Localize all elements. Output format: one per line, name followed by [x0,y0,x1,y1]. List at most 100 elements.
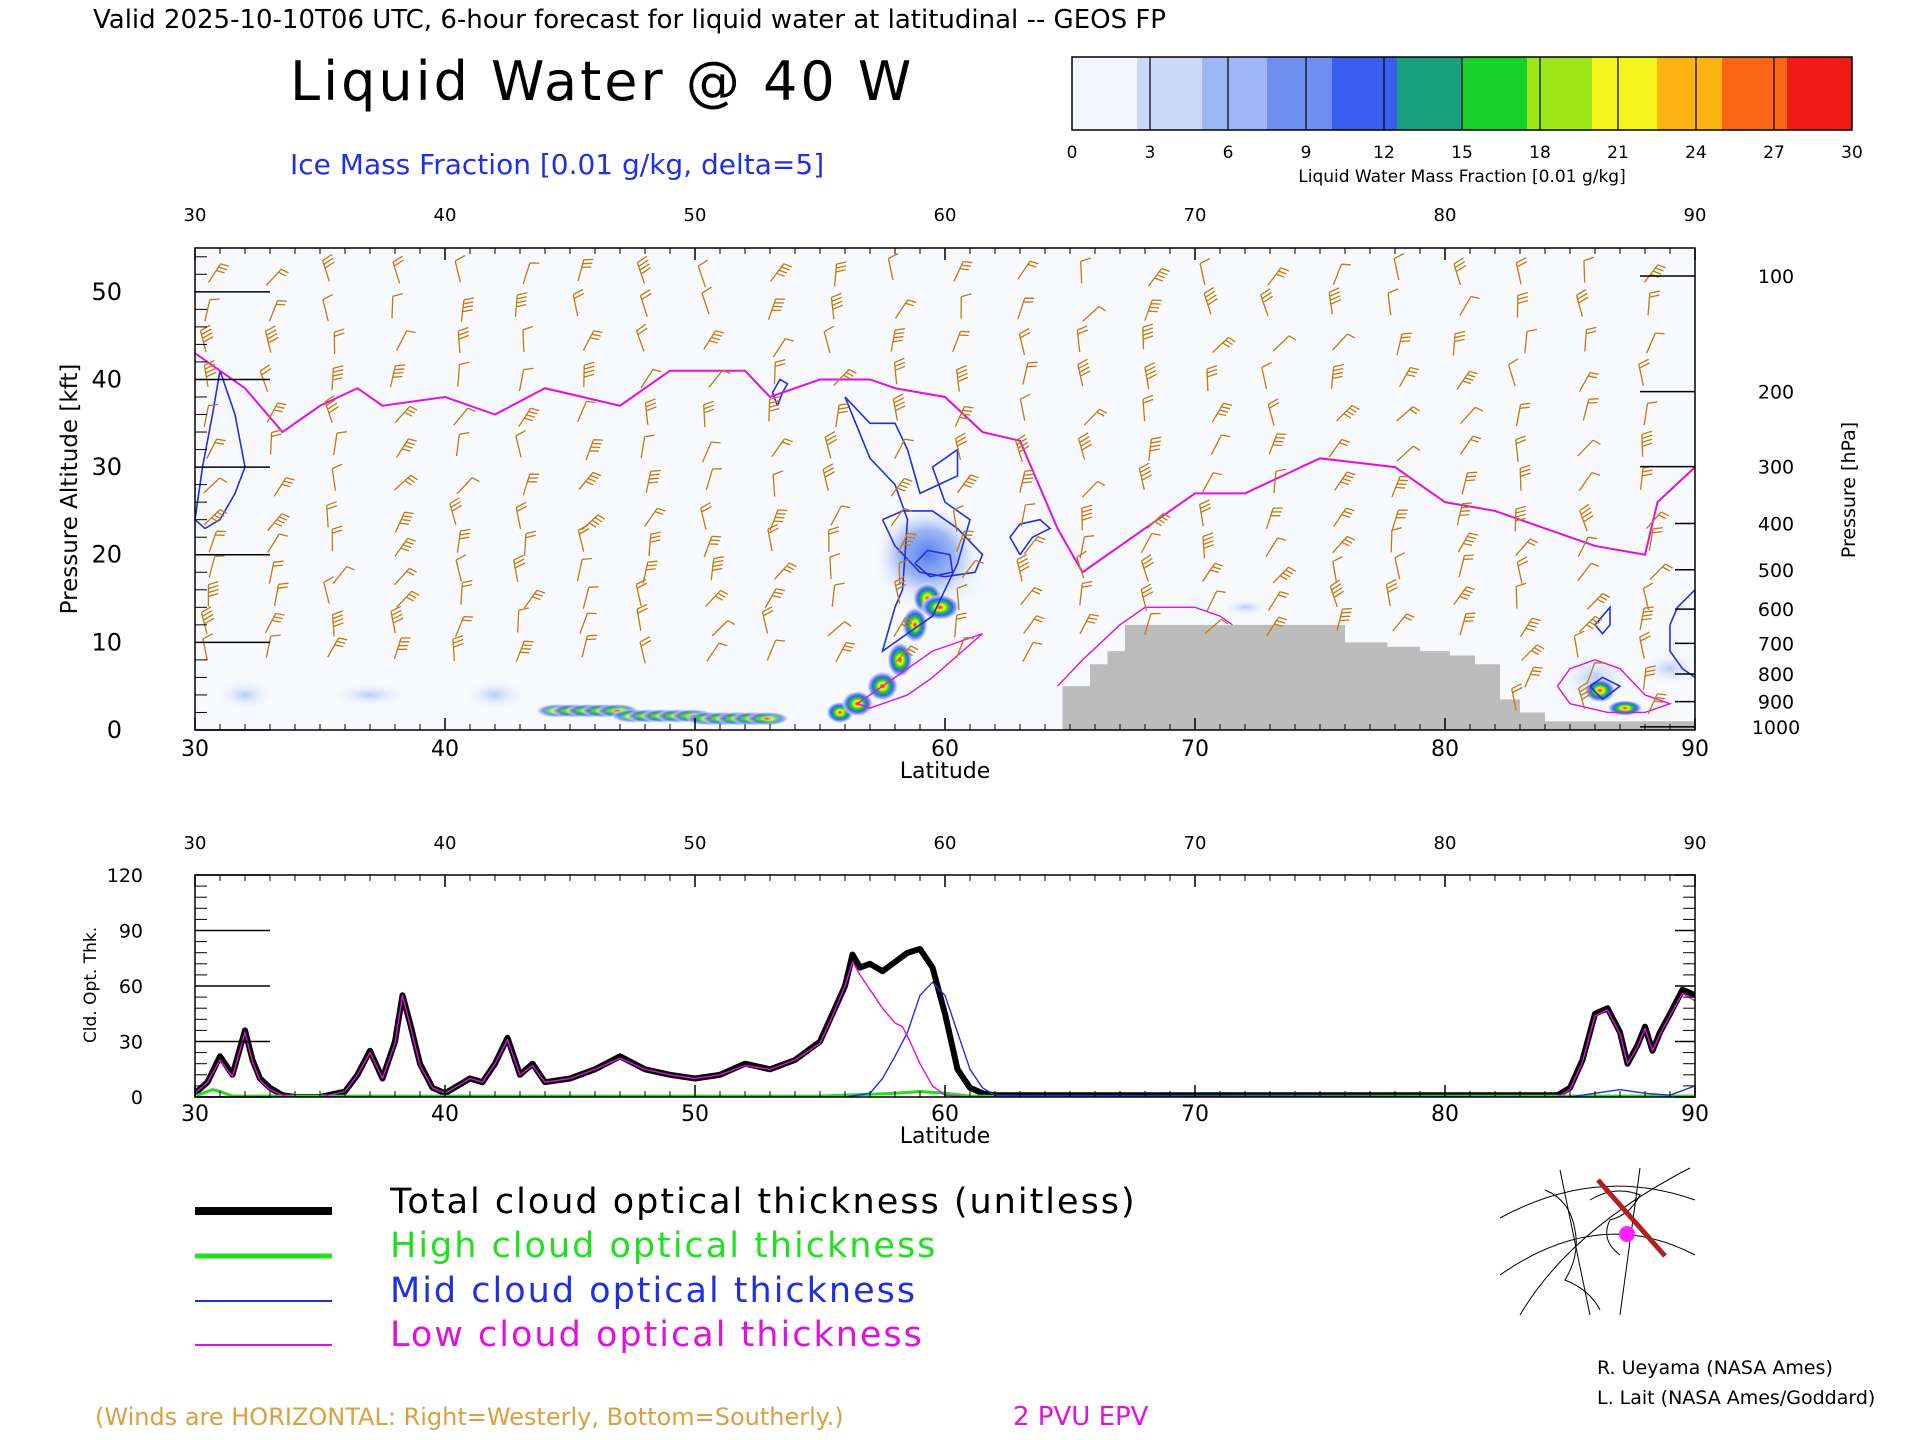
wind-barb [1521,644,1545,661]
wind-barb [581,514,606,531]
wind-barb [710,556,724,581]
wind-barb [331,365,344,391]
wind-barb [273,477,295,497]
top-x-tick-label-upper: 40 [434,205,457,226]
wind-barb [1273,468,1287,494]
wind-barb [1643,401,1658,426]
wind-barb [394,567,417,586]
wind-barb [513,554,526,582]
wind-barb [1333,507,1355,527]
wind-barb [321,253,335,282]
bottom-x-tick-label: 30 [181,1102,209,1127]
wind-barb [393,474,418,491]
wind-barb [639,289,652,317]
wind-barb [456,528,471,553]
wind-barb [517,607,529,633]
wind-barb [515,501,528,530]
wind-barb [644,398,657,425]
wind-barb [1083,408,1108,426]
wind-barb [890,477,913,497]
wind-barb [522,262,540,285]
top-y-tick-label: 0 [107,716,122,744]
top-x-tick-label-upper: 70 [1184,205,1207,226]
bottom-x-tick-label-upper: 80 [1434,833,1457,854]
wind-barb [1639,606,1654,630]
wind-barb [1023,535,1046,555]
wind-barb [1394,552,1406,580]
top-x-tick-label-upper: 80 [1434,205,1457,226]
wind-barb [394,511,414,533]
wind-barb [897,532,917,554]
legend-low-label: Low cloud optical thickness [390,1315,924,1355]
wind-barb [1146,512,1171,529]
colorbar-tick-label: 9 [1301,143,1312,163]
wind-barb [1272,335,1297,352]
wind-barb [206,438,226,460]
pressure-tick-label: 300 [1758,457,1794,479]
wind-barb [204,298,220,322]
top-x-tick-label: 90 [1681,737,1709,762]
pressure-tick-label: 500 [1758,560,1794,582]
pressure-tick-label: 700 [1758,633,1794,655]
wind-barb [1398,366,1420,388]
wind-barb [332,566,355,585]
wind-barb [1138,462,1153,491]
wind-barb [1140,532,1161,554]
wind-barb [1511,683,1523,711]
ice-contour [1669,588,1695,679]
wind-barb [956,530,974,552]
wind-barb [1396,445,1421,462]
epv-2pvu-line [195,352,1695,574]
wind-barb [523,589,546,609]
wind-barb [833,261,847,287]
top-y-label: Pressure Altitude [kft] [57,364,83,615]
wind-barb [955,365,969,392]
ice-background-patch [330,682,410,708]
wind-barb [1210,434,1231,455]
wind-barb [393,637,411,660]
wind-barb [957,474,979,494]
top-x-tick-label: 60 [931,737,959,762]
wind-barb [1639,631,1651,659]
wind-barb [1330,363,1344,389]
wind-barb [1452,330,1466,356]
wind-barb [697,259,709,288]
wind-barb [1140,583,1154,611]
wind-barb [768,395,780,422]
wind-barb [1015,434,1030,462]
wind-barb [1144,299,1162,321]
bottom-x-tick-label-upper: 70 [1184,833,1207,854]
wind-barbs [199,252,1673,715]
legend-high-label: High cloud optical thickness [390,1226,937,1266]
wind-barb [203,403,219,428]
wind-barb [1328,438,1351,458]
wind-barb [1519,617,1541,638]
wind-barb [1144,362,1158,390]
ice-background-patch [1640,651,1695,687]
wind-barb [711,619,736,637]
wind-barb [523,530,537,556]
optical-thickness-lines [195,946,1695,1097]
wind-barb [1457,532,1479,553]
wind-barb [954,406,974,427]
wind-barb [829,552,841,580]
wind-barb [266,402,287,423]
ice-label: Ice Mass Fraction [0.01 g/kg, delta=5] [290,148,824,181]
wind-barb [1575,289,1589,317]
top-panel: 3030404050506060707080809090010203040501… [57,205,1860,784]
colorbar-segment [1332,57,1398,130]
wind-barb [1203,286,1218,315]
wind-barb [1019,393,1031,421]
bottom-x-tick-label-upper: 50 [684,833,707,854]
wind-barb [1460,406,1483,425]
ice-contour [1009,518,1052,556]
wind-barb [893,357,906,385]
inset-map-graticule-1 [1499,1185,1696,1219]
ice-background-patch [462,679,528,711]
wind-barb [267,533,288,553]
wind-barb [518,367,534,392]
wind-barb [1584,326,1597,352]
wind-barb [331,525,343,552]
legend-mid-label: Mid cloud optical thickness [390,1271,917,1311]
